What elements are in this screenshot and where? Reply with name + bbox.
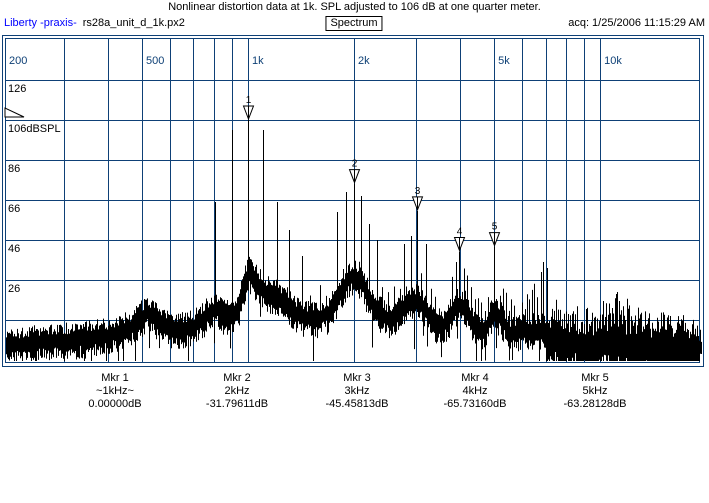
- marker-level: -45.45813dB: [325, 398, 389, 410]
- marker-frequency: 5kHz: [582, 385, 608, 397]
- marker-readout-1: Mkr 1 ~1kHz~ 0.00000dB: [55, 372, 175, 411]
- x-tick-label: 500: [146, 55, 164, 67]
- measurement-title: Nonlinear distortion data at 1k. SPL adj…: [168, 1, 541, 13]
- app-brand-label: Liberty -praxis-: [4, 17, 77, 29]
- marker-readout-5: Mkr 5 5kHz -63.28128dB: [535, 372, 655, 411]
- marker-name: Mkr 2: [223, 372, 251, 384]
- marker-level: 0.00000dB: [88, 398, 142, 410]
- x-tick-label: 5k: [498, 55, 510, 67]
- y-tick-label: 46: [8, 243, 20, 255]
- axis-labels: 200 500 1k 2k 5k 10k 126 106dBSPL 86 66 46 26: [8, 55, 622, 295]
- reference-level-pointer-icon: [4, 107, 25, 118]
- markers: 1 2 3 4 5: [242, 95, 501, 252]
- marker-readout-2: Mkr 2 2kHz -31.79611dB: [177, 372, 297, 411]
- marker-number: 3: [415, 186, 421, 197]
- marker-readout-3: Mkr 3 3kHz -45.45813dB: [297, 372, 417, 411]
- marker-level: -31.79611dB: [205, 398, 269, 410]
- marker-name: Mkr 5: [581, 372, 609, 384]
- x-tick-label: 1k: [252, 55, 264, 67]
- x-tick-label: 200: [9, 55, 27, 67]
- header-left: Liberty -praxis-rs28a_unit_d_1k.px2: [4, 17, 185, 29]
- marker-readout-4: Mkr 4 4kHz -65.73160dB: [415, 372, 535, 411]
- y-tick-label: 66: [8, 203, 20, 215]
- noise-floor: [6, 256, 700, 361]
- spectrum-plot[interactable]: 200 500 1k 2k 5k 10k 126 106dBSPL 86 66 46 26 1 2 3 4 5: [0, 0, 709, 370]
- x-tick-label: 2k: [358, 55, 370, 67]
- marker-frequency: 4kHz: [462, 385, 488, 397]
- marker-frequency: 2kHz: [224, 385, 250, 397]
- plot-grid: [2, 35, 704, 367]
- marker-name: Mkr 4: [461, 372, 489, 384]
- marker-frequency: 3kHz: [344, 385, 370, 397]
- marker-name: Mkr 1: [101, 372, 129, 384]
- y-tick-label: 26: [8, 283, 20, 295]
- marker-number: 1: [246, 95, 252, 106]
- marker-number: 2: [352, 159, 358, 170]
- x-tick-label: 10k: [604, 55, 622, 67]
- harmonic-spikes: [215, 120, 702, 354]
- y-tick-label: 126: [8, 83, 26, 95]
- marker-level: -65.73160dB: [443, 398, 507, 410]
- marker-level: -63.28128dB: [563, 398, 627, 410]
- marker-number: 5: [492, 222, 498, 233]
- view-mode-box[interactable]: Spectrum: [325, 16, 383, 31]
- marker-name: Mkr 3: [343, 372, 371, 384]
- marker-frequency: ~1kHz~: [96, 385, 134, 397]
- spectrum-trace: [6, 120, 702, 361]
- y-tick-label: 86: [8, 163, 20, 175]
- y-tick-label: 106dBSPL: [8, 123, 61, 135]
- file-name: rs28a_unit_d_1k.px2: [82, 17, 185, 29]
- marker-number: 4: [457, 226, 463, 237]
- acquisition-timestamp: acq: 1/25/2006 11:15:29 AM: [568, 17, 705, 29]
